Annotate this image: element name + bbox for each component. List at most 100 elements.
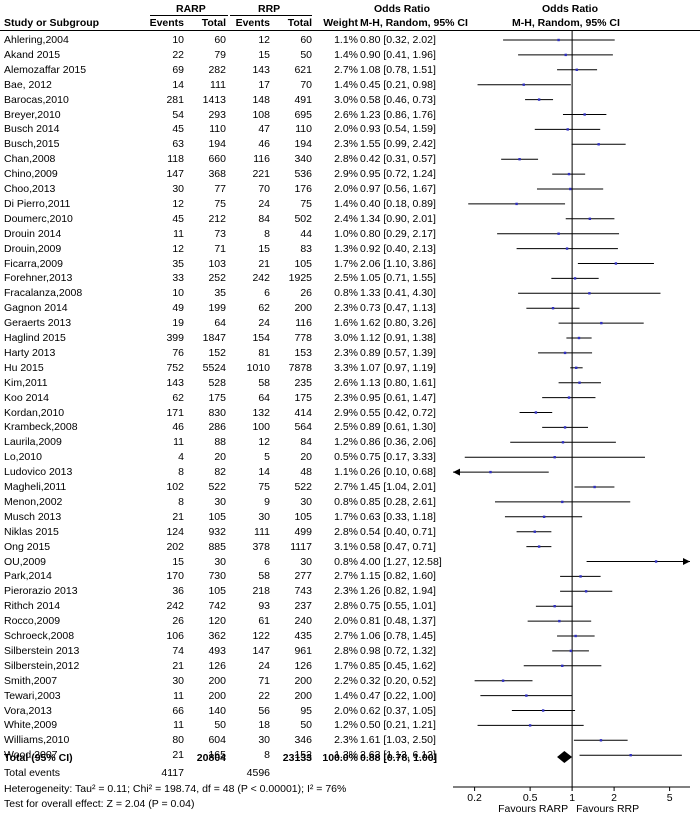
point-estimate — [561, 441, 565, 444]
rrp-events: 6 — [264, 555, 270, 568]
rrp-events: 56 — [258, 704, 270, 717]
study-name: Barocas,2010 — [4, 93, 69, 106]
odds-ratio-ci: 0.95 [0.72, 1.24] — [360, 168, 436, 181]
rarp-events: 124 — [166, 525, 184, 538]
rrp-total: 110 — [295, 123, 312, 136]
weight-value: 1.1% — [334, 34, 358, 46]
point-estimate — [501, 679, 505, 682]
point-estimate — [573, 277, 577, 280]
rrp-total: 621 — [294, 63, 312, 76]
odds-ratio-ci: 0.50 [0.21, 1.21] — [360, 719, 436, 732]
rarp-total: 60 — [214, 34, 226, 46]
odds-ratio-ci: 0.55 [0.42, 0.72] — [360, 406, 436, 419]
rarp-total: 105 — [208, 510, 226, 523]
table-row: Drouin,2009 12 71 15 83 1.3% 0.92 [0.40, 2.13] — [0, 241, 450, 257]
study-name: Pierorazio 2013 — [4, 585, 78, 598]
rarp-events: 30 — [172, 183, 184, 195]
study-name: Rocco,2009 — [4, 615, 61, 628]
table-row: Ong 2015 202 885 378 1117 3.1% 0.58 [0.47, 0.7… — [0, 539, 450, 555]
table-row: Doumerc,2010 45 212 84 502 2.4% 1.34 [0.90, 2.… — [0, 211, 450, 227]
odds-ratio-ci: 1.07 [0.97, 1.19] — [360, 361, 436, 374]
rrp-total: 200 — [294, 302, 312, 315]
odds-ratio-ci: 0.95 [0.61, 1.47] — [360, 391, 436, 404]
rrp-events: 221 — [252, 168, 270, 181]
study-name: Smith,2007 — [4, 674, 58, 687]
rrp-total: 153 — [294, 346, 312, 359]
rrp-total: 176 — [294, 183, 312, 195]
odds-ratio-ci: 0.75 [0.17, 3.33] — [360, 451, 436, 464]
rrp-events: 108 — [252, 108, 270, 121]
odds-ratio-ci: 1.23 [0.86, 1.76] — [360, 108, 436, 121]
rrp-total: 105 — [294, 257, 312, 270]
rarp-events: 11 — [173, 436, 184, 449]
rrp-events: 15 — [258, 48, 270, 61]
rrp-events: 70 — [258, 183, 270, 195]
rarp-events: 8 — [178, 466, 184, 479]
x-tick-label: 1 — [569, 792, 575, 804]
events-rrp: 4596 — [246, 767, 270, 779]
rarp-events: 49 — [172, 302, 184, 315]
weight-value: 0.8% — [334, 555, 358, 568]
point-estimate — [583, 113, 586, 116]
group2-underline — [230, 15, 312, 16]
weight-value: 1.0% — [334, 227, 358, 240]
point-estimate — [551, 307, 555, 310]
rarp-events: 14 — [172, 78, 184, 91]
rarp-events: 46 — [172, 421, 184, 434]
weight-value: 2.3% — [334, 734, 358, 747]
rarp-total: 165 — [208, 749, 226, 762]
study-name: Fracalanza,2008 — [4, 287, 83, 300]
rrp-total: 778 — [294, 332, 312, 344]
odds-ratio-ci: 0.54 [0.40, 0.71] — [360, 525, 436, 538]
rrp-total: 491 — [294, 93, 312, 106]
rrp-events: 15 — [258, 242, 270, 255]
rarp-events: 202 — [166, 540, 184, 553]
table-row: Williams,2010 80 604 30 346 2.3% 1.61 [1.03, 2… — [0, 732, 450, 748]
study-name: Haglind 2015 — [4, 332, 66, 344]
rrp-total: 435 — [294, 630, 312, 642]
table-row: Di Pierro,2011 12 75 24 75 1.4% 0.40 [0.18, 0.… — [0, 196, 450, 212]
point-estimate — [575, 68, 578, 71]
table-row: Schroeck,2008 106 362 122 435 2.7% 1.06 [0.78,… — [0, 628, 450, 644]
rrp-total: 200 — [294, 674, 312, 687]
weight-value: 1.7% — [334, 257, 358, 270]
rrp-total: 126 — [294, 659, 312, 672]
weight-value: 0.8% — [334, 287, 358, 300]
rarp-events: 15 — [172, 555, 184, 568]
study-name: Vora,2013 — [4, 704, 52, 717]
heterogeneity-text: Heterogeneity: Tau² = 0.11; Chi² = 198.7… — [4, 783, 347, 795]
table-row: Busch,2015 63 194 46 194 2.3% 1.55 [0.99, 2.42… — [0, 136, 450, 152]
rarp-events: 281 — [166, 93, 184, 106]
point-estimate — [522, 83, 525, 86]
weight-value: 2.3% — [334, 346, 358, 359]
rrp-total: 70 — [300, 78, 312, 91]
weight-value: 2.6% — [334, 108, 358, 121]
rarp-events: 63 — [172, 138, 184, 151]
point-estimate — [578, 381, 581, 384]
rarp-events: 21 — [172, 510, 184, 523]
rrp-events: 378 — [252, 540, 270, 553]
rarp-total: 30 — [214, 495, 226, 508]
rrp-total: 743 — [294, 585, 312, 598]
odds-ratio-ci: 0.86 [0.36, 2.06] — [360, 436, 436, 449]
weight-value: 2.9% — [334, 168, 358, 181]
odds-ratio-ci: 1.06 [0.78, 1.45] — [360, 630, 436, 642]
or-method-header: M-H, Random, 95% CI — [360, 17, 468, 29]
rrp-total: 961 — [294, 644, 312, 657]
rrp-events: 154 — [252, 332, 270, 344]
point-estimate — [600, 321, 603, 325]
rarp-events: 36 — [172, 585, 184, 598]
rrp-events: 242 — [252, 272, 270, 285]
weight-value: 2.7% — [334, 570, 358, 583]
weight-value: 3.1% — [334, 540, 358, 553]
rrp-events: 132 — [252, 406, 270, 419]
weight-value: 2.4% — [334, 212, 358, 225]
odds-ratio-ci: 2.63 [1.13, 6.12] — [360, 749, 436, 762]
events-rarp: 4117 — [161, 767, 184, 779]
plot-method-header: M-H, Random, 95% CI — [512, 17, 620, 29]
odds-ratio-ci: 0.58 [0.46, 0.73] — [360, 93, 436, 106]
rarp-events: 12 — [172, 242, 184, 255]
rarp-events: 54 — [172, 108, 184, 121]
study-name: Menon,2002 — [4, 495, 63, 508]
rarp-total: 120 — [208, 615, 226, 628]
